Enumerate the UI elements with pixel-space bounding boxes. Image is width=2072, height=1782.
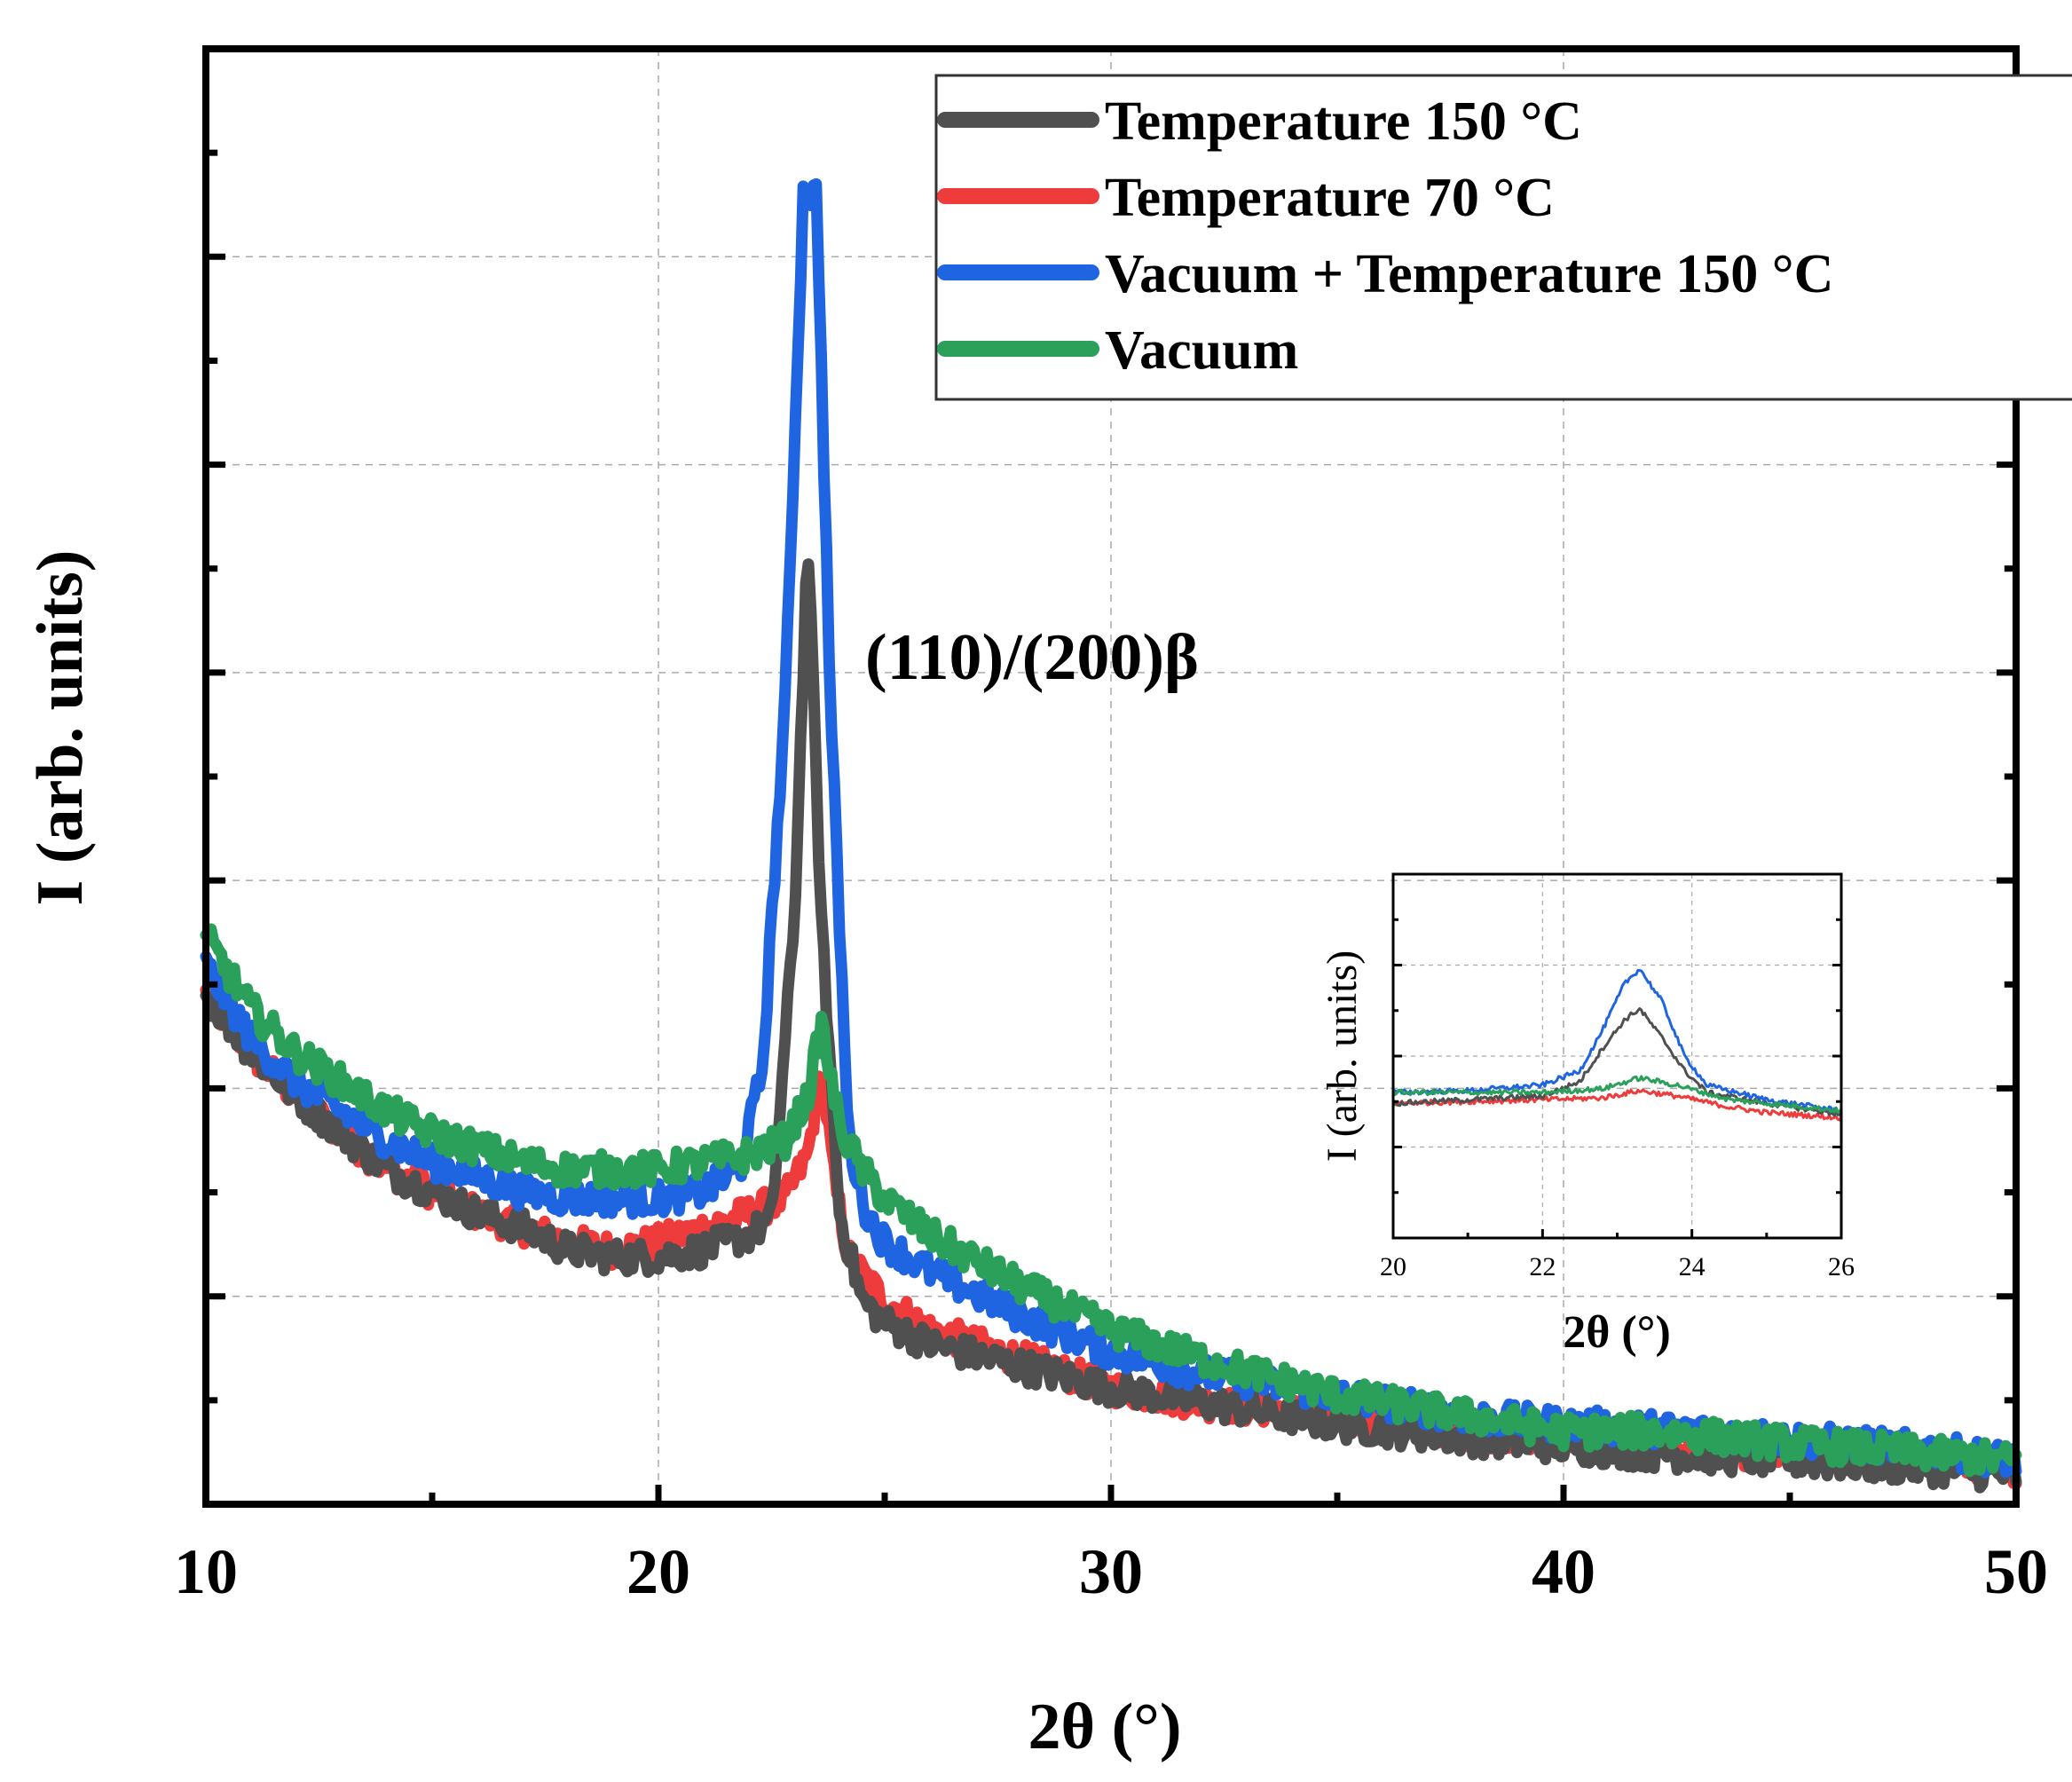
main-x-axis-label: 2θ (°) xyxy=(1028,1691,1181,1763)
series-line xyxy=(1391,1075,1843,1114)
main-tick-labels: 10 20 30 40 50 xyxy=(174,1536,2048,1607)
series-line xyxy=(200,923,2022,1478)
x-tick-label: 26 xyxy=(1828,1252,1855,1281)
legend-box xyxy=(934,74,2072,401)
main-ticks xyxy=(202,149,2020,1504)
legend: Temperature 150 °C Temperature 70 °C Vacuu… xyxy=(934,74,2072,401)
legend-label: Vacuum + Temperature 150 °C xyxy=(1105,244,1833,304)
x-tick-label: 24 xyxy=(1679,1252,1706,1281)
inset-series xyxy=(1391,968,1843,1122)
x-tick-label: 20 xyxy=(1380,1252,1406,1281)
x-tick-label: 50 xyxy=(1984,1536,2048,1607)
legend-label: Temperature 70 °C xyxy=(1105,168,1555,228)
series-line xyxy=(1391,968,1843,1114)
inset-grid xyxy=(1393,874,1841,1238)
inset-tick-labels: 20 22 24 26 xyxy=(1380,1252,1855,1281)
x-tick-label: 40 xyxy=(1532,1536,1595,1607)
inset-chart: 20 22 24 26 2θ (°) I (arb. units) xyxy=(1319,872,1855,1358)
main-series xyxy=(200,177,2022,1494)
x-tick-label: 22 xyxy=(1529,1252,1556,1281)
legend-label: Temperature 150 °C xyxy=(1105,91,1582,152)
main-y-axis-label: I (arb. units) xyxy=(24,550,97,906)
inset-y-axis-label: I (arb. units) xyxy=(1319,950,1366,1163)
series-line xyxy=(1391,1007,1843,1117)
inset-ticks xyxy=(1391,918,1843,1238)
peak-annotation: (110)/(200)β xyxy=(865,621,1199,694)
x-tick-label: 10 xyxy=(174,1536,238,1607)
inset-x-axis-label: 2θ (°) xyxy=(1563,1307,1671,1358)
legend-label: Vacuum xyxy=(1105,320,1298,381)
x-tick-label: 30 xyxy=(1079,1536,1143,1607)
x-tick-label: 20 xyxy=(626,1536,690,1607)
